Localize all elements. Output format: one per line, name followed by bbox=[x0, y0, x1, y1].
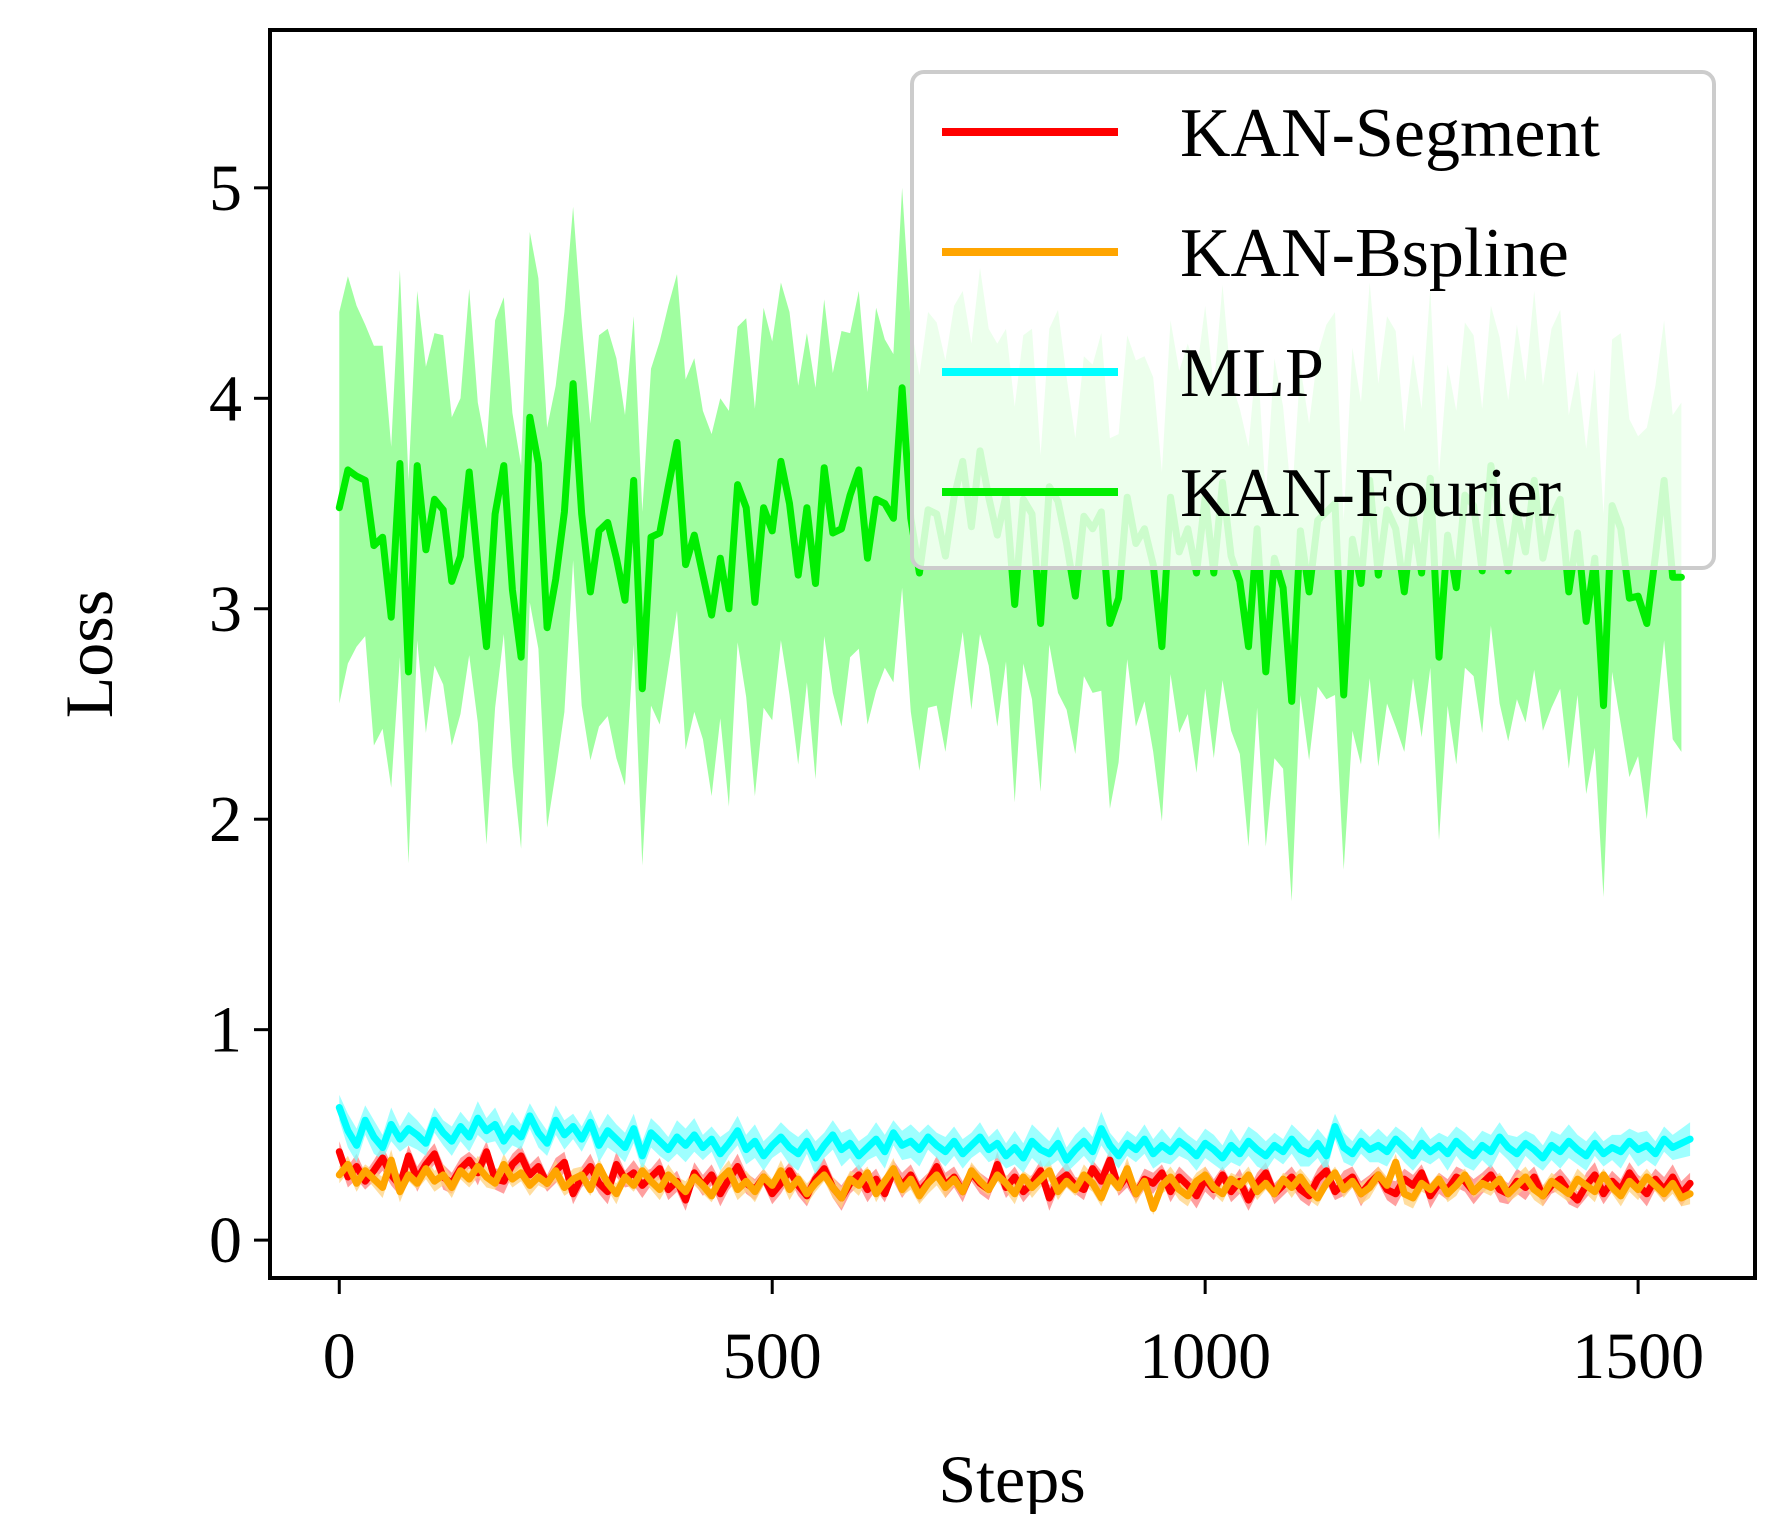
x-tick-label: 500 bbox=[723, 1320, 822, 1393]
x-tick-label: 0 bbox=[323, 1320, 356, 1393]
y-tick-label: 3 bbox=[209, 573, 242, 646]
kan-bspline-line bbox=[335, 1156, 1694, 1212]
legend-label-mlp: MLP bbox=[1180, 335, 1324, 412]
y-tick-label: 0 bbox=[209, 1204, 242, 1277]
legend-label-kan-bspline: KAN-Bspline bbox=[1180, 215, 1569, 292]
legend-box bbox=[910, 70, 1716, 570]
y-axis-label: Loss bbox=[51, 590, 127, 718]
mlp-line bbox=[335, 1104, 1694, 1164]
legend: KAN-Segment KAN-Bspline MLP KAN-Fourier bbox=[910, 70, 1716, 570]
x-axis-ticks: 0 500 1000 1500 bbox=[323, 1278, 1704, 1393]
x-tick-label: 1500 bbox=[1572, 1320, 1704, 1393]
y-tick-label: 5 bbox=[209, 152, 242, 225]
y-tick-label: 4 bbox=[209, 362, 242, 435]
x-tick-label: 1000 bbox=[1139, 1320, 1271, 1393]
axes-frame bbox=[268, 28, 1757, 1280]
y-axis-ticks: 0 1 2 3 4 5 bbox=[209, 152, 270, 1277]
legend-label-kan-segment: KAN-Segment bbox=[1180, 95, 1600, 172]
x-axis-label: Steps bbox=[938, 1441, 1085, 1514]
legend-label-kan-fourier: KAN-Fourier bbox=[1180, 455, 1561, 532]
y-tick-label: 2 bbox=[209, 783, 242, 856]
y-tick-label: 1 bbox=[209, 994, 242, 1067]
